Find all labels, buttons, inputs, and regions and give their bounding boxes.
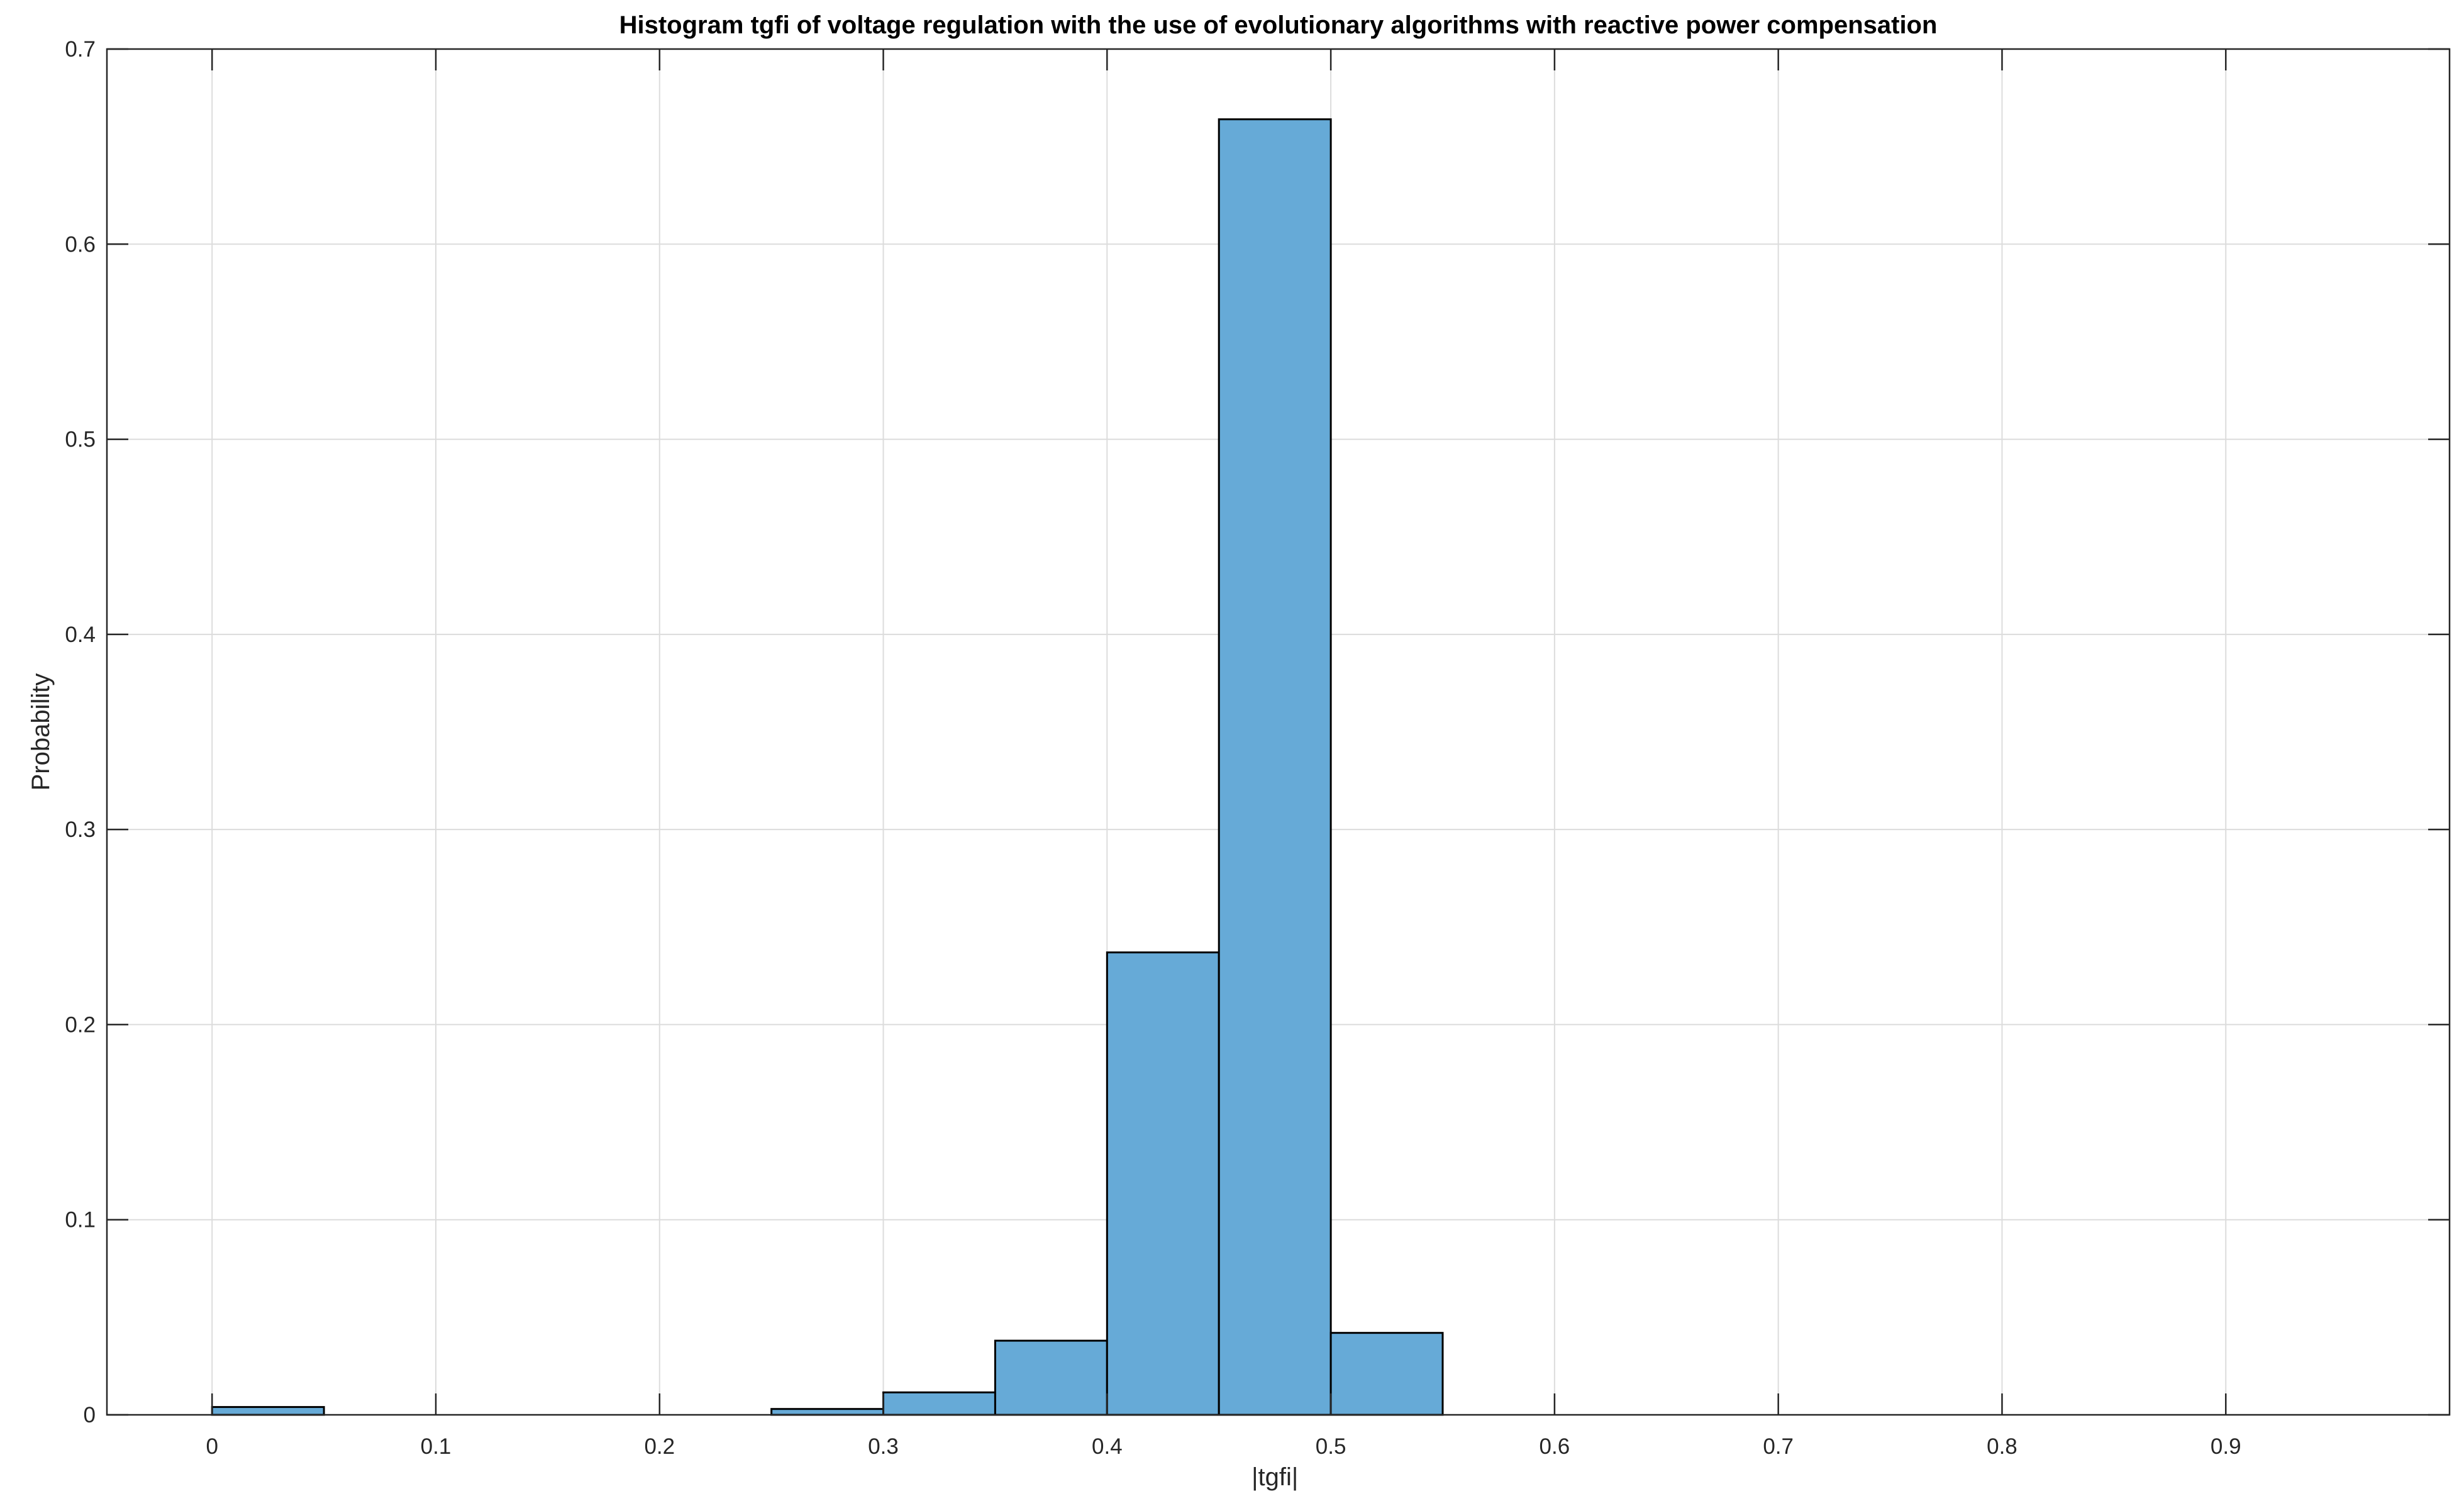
histogram-bar	[211, 1406, 325, 1416]
y-tick-label: 0.3	[65, 817, 96, 842]
histogram-bar	[770, 1408, 885, 1416]
x-tick-label: 0.8	[1987, 1434, 2017, 1459]
histogram-bar	[1218, 118, 1332, 1416]
x-tick-label: 0.3	[868, 1434, 899, 1459]
axes	[106, 48, 2451, 1416]
tick-labels: 0 0.1 0.2 0.3 0.4 0.5 0.6 0.7 0.8 0.9 0 0.1 0.2 0.3 0.…	[65, 37, 2241, 1459]
histogram-bar	[1329, 1332, 1444, 1416]
x-tick-label: 0.5	[1316, 1434, 1346, 1459]
y-axis-label: Probability	[27, 673, 55, 791]
y-tick-label: 0.4	[65, 623, 96, 647]
y-tick-label: 0.6	[65, 232, 96, 257]
histogram-bar	[1106, 951, 1220, 1416]
x-tick-label: 0.4	[1092, 1434, 1123, 1459]
histogram-bars	[211, 118, 1444, 1416]
y-tick-label: 0.1	[65, 1208, 96, 1232]
x-tick-label: 0	[206, 1434, 218, 1459]
y-tick-label: 0.5	[65, 428, 96, 452]
x-tick-label: 0.7	[1763, 1434, 1794, 1459]
chart-title: Histogram tgfi of voltage regulation wit…	[619, 11, 1938, 39]
x-tick-label: 0.2	[644, 1434, 675, 1459]
histogram-bar	[994, 1339, 1108, 1416]
plot-frame	[106, 48, 2451, 1416]
x-tick-label: 0.9	[2211, 1434, 2241, 1459]
x-tick-label: 0.6	[1540, 1434, 1570, 1459]
histogram-bar	[882, 1391, 996, 1416]
x-tick-label: 0.1	[421, 1434, 452, 1459]
y-tick-label: 0	[84, 1403, 96, 1427]
x-axis-label: |tgfi|	[1251, 1463, 1298, 1491]
y-tick-label: 0.7	[65, 37, 96, 62]
y-tick-label: 0.2	[65, 1012, 96, 1037]
